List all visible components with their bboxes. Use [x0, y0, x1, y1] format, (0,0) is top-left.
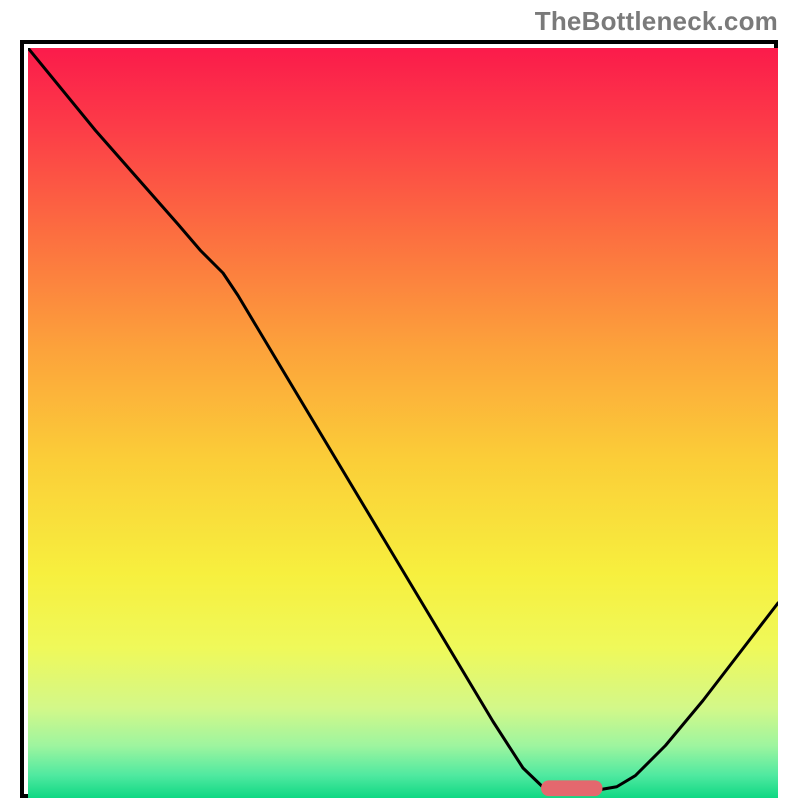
watermark-text: TheBottleneck.com [535, 6, 778, 37]
chart-svg [28, 48, 778, 798]
chart-frame [20, 40, 778, 798]
chart-background [28, 48, 778, 798]
range-marker [541, 780, 603, 796]
